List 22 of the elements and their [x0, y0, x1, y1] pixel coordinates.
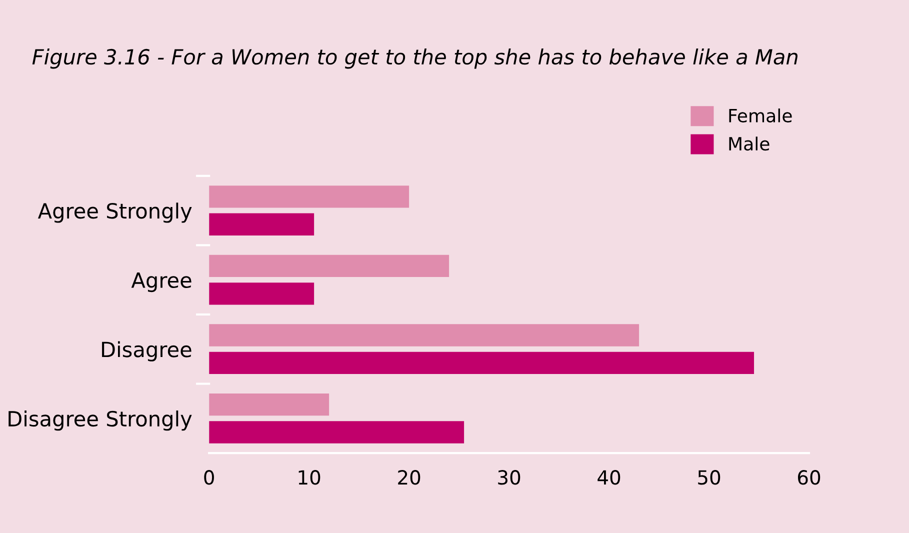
legend-label: Male — [729, 136, 770, 151]
bar — [209, 213, 314, 236]
bar — [209, 186, 410, 208]
x-tick-label: 60 — [798, 470, 820, 485]
x-tick-label: 10 — [298, 470, 320, 485]
y-tick-label: Disagree — [102, 341, 192, 362]
x-tick-label: 0 — [204, 470, 214, 485]
x-tick-label: 50 — [698, 470, 720, 485]
bar — [209, 393, 330, 416]
legend-label: Female — [729, 108, 792, 122]
y-tick-label: Agree Strongly — [38, 202, 192, 223]
y-tick-label: Agree — [131, 272, 192, 292]
bar — [209, 352, 754, 374]
bar — [209, 254, 450, 278]
bar — [209, 421, 464, 444]
bar — [209, 282, 314, 305]
x-tick-label: 20 — [398, 470, 420, 485]
x-tick-label: 30 — [498, 470, 520, 485]
bar — [209, 324, 640, 346]
chart-title: Figure 3.16 - For a Women to get to the top she has to behave like a Man — [32, 48, 798, 69]
y-tick-label: Disagree Strongly — [8, 410, 192, 431]
x-tick-label: 40 — [598, 470, 620, 485]
